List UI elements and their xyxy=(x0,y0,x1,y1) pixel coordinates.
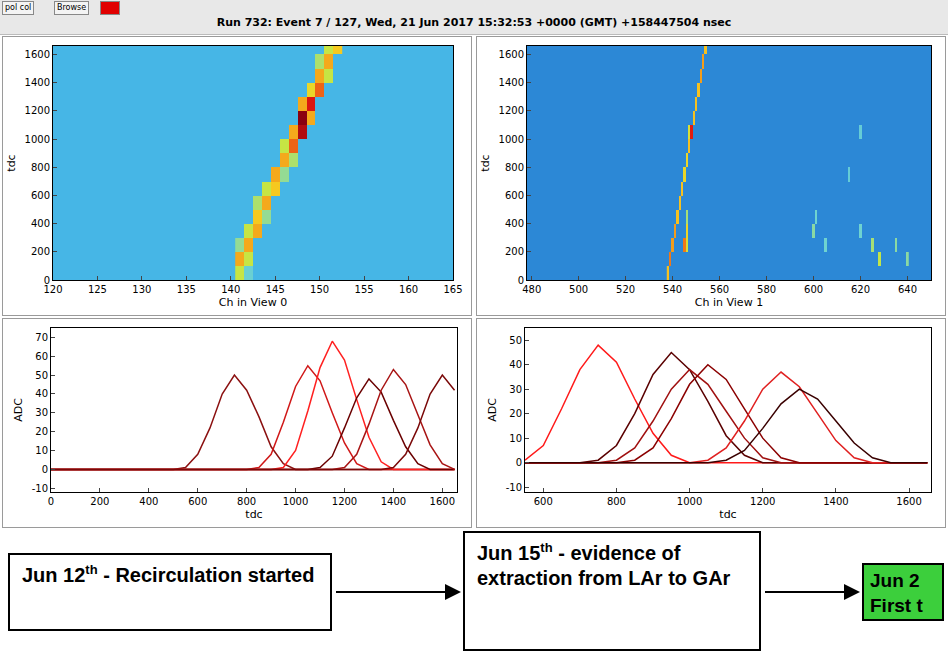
svg-text:600: 600 xyxy=(188,496,207,507)
svg-text:1600: 1600 xyxy=(430,496,455,507)
svg-text:800: 800 xyxy=(237,496,256,507)
svg-text:0: 0 xyxy=(42,464,48,475)
svg-text:Ch in View 0: Ch in View 0 xyxy=(219,296,287,309)
svg-text:tdc: tdc xyxy=(245,508,262,521)
html-text:Browse: Browse xyxy=(57,3,87,12)
svg-text:500: 500 xyxy=(569,284,588,295)
svg-text:50: 50 xyxy=(509,335,522,346)
html-text:Run 732: Event 7 / 127, Wed, 2: Run 732: Event 7 / 127, Wed, 21 Jun 2017… xyxy=(216,16,732,29)
svg-text:120: 120 xyxy=(43,284,62,295)
svg-text:50: 50 xyxy=(35,370,48,381)
svg-text:560: 560 xyxy=(710,284,729,295)
svg-text:800: 800 xyxy=(505,162,524,173)
svg-text:0: 0 xyxy=(518,275,524,286)
svg-text:600: 600 xyxy=(505,190,524,201)
svg-text:130: 130 xyxy=(132,284,151,295)
svg-text:800: 800 xyxy=(31,162,50,173)
svg-text:140: 140 xyxy=(221,284,240,295)
svg-text:1000: 1000 xyxy=(677,496,702,507)
html-text:pol col: pol col xyxy=(5,3,32,12)
svg-text:155: 155 xyxy=(355,284,374,295)
svg-text:0: 0 xyxy=(44,275,50,286)
svg-text:200: 200 xyxy=(505,246,524,257)
svg-text:30: 30 xyxy=(35,407,48,418)
svg-text:tdc: tdc xyxy=(479,154,492,171)
svg-text:1400: 1400 xyxy=(25,77,50,88)
svg-text:640: 640 xyxy=(898,284,917,295)
svg-text:1000: 1000 xyxy=(25,134,50,145)
svg-text:40: 40 xyxy=(509,359,522,370)
svg-text:400: 400 xyxy=(505,218,524,229)
svg-text:-10: -10 xyxy=(32,483,48,494)
svg-text:20: 20 xyxy=(509,408,522,419)
svg-text:200: 200 xyxy=(31,246,50,257)
svg-text:600: 600 xyxy=(534,496,553,507)
svg-text:400: 400 xyxy=(139,496,158,507)
svg-text:1200: 1200 xyxy=(332,496,357,507)
svg-text:400: 400 xyxy=(31,218,50,229)
svg-text:580: 580 xyxy=(757,284,776,295)
svg-text:0: 0 xyxy=(48,496,54,507)
svg-text:520: 520 xyxy=(616,284,635,295)
html-text:Jun 2: Jun 2 xyxy=(870,570,920,591)
html-text:Jun 15th- evidence of extracti: Jun 15th- evidence of extraction from LA… xyxy=(477,540,731,589)
svg-text:0: 0 xyxy=(516,457,522,468)
svg-text:620: 620 xyxy=(851,284,870,295)
svg-text:1000: 1000 xyxy=(283,496,308,507)
svg-text:1200: 1200 xyxy=(499,105,524,116)
svg-text:160: 160 xyxy=(399,284,418,295)
svg-text:1600: 1600 xyxy=(896,496,921,507)
svg-text:60: 60 xyxy=(35,351,48,362)
svg-text:200: 200 xyxy=(90,496,109,507)
svg-text:135: 135 xyxy=(177,284,196,295)
svg-text:480: 480 xyxy=(522,284,541,295)
svg-text:145: 145 xyxy=(266,284,285,295)
svg-text:1000: 1000 xyxy=(499,134,524,145)
svg-text:40: 40 xyxy=(35,388,48,399)
svg-text:70: 70 xyxy=(35,332,48,343)
svg-text:165: 165 xyxy=(443,284,462,295)
svg-text:125: 125 xyxy=(88,284,107,295)
svg-text:1400: 1400 xyxy=(499,77,524,88)
svg-text:tdc: tdc xyxy=(5,154,18,171)
svg-text:30: 30 xyxy=(509,384,522,395)
svg-text:ADC: ADC xyxy=(12,398,25,422)
svg-text:600: 600 xyxy=(31,190,50,201)
svg-text:Ch in View 1: Ch in View 1 xyxy=(695,296,763,309)
svg-text:1200: 1200 xyxy=(750,496,775,507)
svg-text:ADC: ADC xyxy=(486,398,499,422)
html-text:First t: First t xyxy=(870,595,923,616)
svg-text:10: 10 xyxy=(35,445,48,456)
svg-text:1400: 1400 xyxy=(381,496,406,507)
svg-text:1600: 1600 xyxy=(25,49,50,60)
svg-text:1600: 1600 xyxy=(499,49,524,60)
svg-text:150: 150 xyxy=(310,284,329,295)
svg-text:20: 20 xyxy=(35,426,48,437)
svg-text:1200: 1200 xyxy=(25,105,50,116)
svg-text:-10: -10 xyxy=(506,482,522,493)
svg-text:540: 540 xyxy=(663,284,682,295)
svg-text:1400: 1400 xyxy=(823,496,848,507)
html-text:Jun 12th- Recirculation starte: Jun 12th- Recirculation started xyxy=(22,562,315,586)
svg-text:800: 800 xyxy=(607,496,626,507)
svg-text:tdc: tdc xyxy=(719,508,736,521)
svg-text:10: 10 xyxy=(509,433,522,444)
svg-text:600: 600 xyxy=(804,284,823,295)
